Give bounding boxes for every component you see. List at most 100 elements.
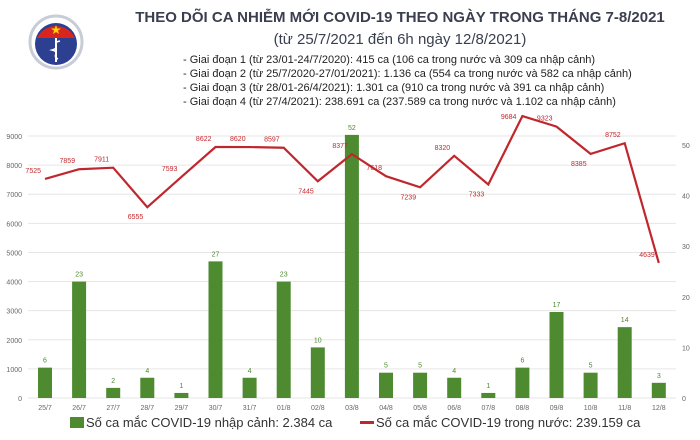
legend-domestic-label: Số ca mắc COVID-19 trong nước: 239.159 c…	[376, 415, 641, 430]
line-value-label: 7333	[469, 192, 485, 199]
bar-value-label: 3	[657, 373, 661, 380]
x-tick-label: 28/7	[140, 405, 154, 412]
bar	[413, 372, 428, 398]
bar	[72, 281, 87, 398]
left-tick-label: 4000	[6, 280, 22, 287]
bar	[481, 392, 496, 398]
right-tick-label: 0	[682, 396, 686, 403]
line-value-label: 8622	[196, 136, 212, 143]
line-value-label: 8385	[571, 161, 587, 168]
x-tick-label: 12/8	[652, 405, 666, 412]
x-tick-label: 07/8	[481, 405, 495, 412]
x-tick-label: 03/8	[345, 405, 359, 412]
chart-subtitle: (từ 25/7/2021 đến 6h ngày 12/8/2021)	[273, 31, 527, 48]
bar	[276, 281, 291, 398]
bar-value-label: 17	[553, 302, 561, 309]
bar	[310, 347, 325, 398]
left-tick-label: 3000	[6, 309, 22, 316]
x-tick-label: 10/8	[584, 405, 598, 412]
bar-value-label: 5	[589, 363, 593, 370]
left-tick-label: 0	[18, 396, 22, 403]
x-tick-label: 26/7	[72, 405, 86, 412]
left-tick-label: 6000	[6, 221, 22, 228]
right-tick-label: 50	[682, 143, 690, 150]
line-value-label: 8597	[264, 137, 280, 144]
bar-value-label: 10	[314, 337, 322, 344]
stage-4-summary: - Giai đoạn 4 (từ 27/4/2021): 238.691 ca…	[183, 96, 616, 108]
x-tick-label: 29/7	[175, 405, 189, 412]
line-value-label: 8320	[435, 145, 451, 152]
left-tick-label: 8000	[6, 163, 22, 170]
stage-3-summary: - Giai đoạn 3 (từ 28/01-26/4/2021): 1.30…	[183, 82, 605, 94]
x-tick-label: 05/8	[413, 405, 427, 412]
x-tick-label: 01/8	[277, 405, 291, 412]
bar-value-label: 4	[248, 368, 252, 375]
x-tick-label: 31/7	[243, 405, 257, 412]
legend-bar-swatch	[70, 417, 84, 428]
bar-value-label: 2	[111, 378, 115, 385]
x-tick-label: 30/7	[209, 405, 223, 412]
line-value-label: 6555	[128, 214, 144, 221]
domestic-cases-line	[44, 114, 660, 264]
bar-value-label: 52	[348, 125, 356, 132]
x-tick-label: 27/7	[106, 405, 120, 412]
bar	[447, 377, 462, 398]
bar	[515, 367, 530, 398]
legend-imported-label: Số ca mắc COVID-19 nhập cảnh: 2.384 ca	[86, 415, 333, 430]
line-value-label: 7859	[60, 158, 76, 165]
line-value-label: 7911	[94, 157, 109, 164]
bar-value-label: 1	[486, 383, 490, 390]
legend-domestic: Số ca mắc COVID-19 trong nước: 239.159 c…	[360, 415, 640, 430]
bar-value-label: 1	[179, 383, 183, 390]
line-value-label: 7618	[366, 165, 382, 172]
x-tick-label: 08/8	[516, 405, 530, 412]
line-value-label: 8377	[332, 143, 348, 150]
x-tick-label: 25/7	[38, 405, 52, 412]
logo	[28, 14, 84, 70]
right-tick-label: 30	[682, 244, 690, 251]
x-tick-label: 09/8	[550, 405, 564, 412]
line-value-label: 9323	[537, 116, 553, 123]
line-value-label: 8752	[605, 132, 621, 139]
left-tick-label: 2000	[6, 338, 22, 345]
line-value-label: 7593	[162, 166, 178, 173]
bar	[208, 261, 223, 398]
line-value-label: 7525	[25, 168, 41, 175]
bar-value-label: 27	[212, 251, 220, 258]
x-tick-label: 06/8	[447, 405, 461, 412]
bar	[344, 134, 359, 398]
bar-value-label: 5	[418, 363, 422, 370]
stage-1-summary: - Giai đoạn 1 (từ 23/01-24/7/2020): 415 …	[183, 54, 596, 66]
legend-imported: Số ca mắc COVID-19 nhập cảnh: 2.384 ca	[70, 415, 332, 430]
stage-2-summary: - Giai đoạn 2 (từ 25/7/2020-27/01/2021):…	[183, 68, 632, 80]
left-tick-label: 1000	[6, 367, 22, 374]
left-tick-label: 5000	[6, 250, 22, 257]
x-tick-label: 11/8	[618, 405, 631, 412]
bar	[242, 377, 257, 398]
bar	[617, 327, 632, 398]
legend-line-swatch	[360, 421, 374, 424]
line-value-label: 7445	[298, 188, 314, 195]
bar-value-label: 6	[520, 358, 524, 365]
bar	[174, 392, 189, 398]
bar-value-label: 4	[452, 368, 456, 375]
bar	[379, 372, 393, 398]
bar	[651, 382, 666, 398]
left-tick-label: 7000	[6, 192, 22, 199]
x-tick-label: 04/8	[379, 405, 393, 412]
bar-value-label: 4	[145, 368, 149, 375]
line-value-label: 9684	[501, 114, 517, 121]
bar	[583, 372, 598, 398]
bar-value-label: 14	[621, 317, 629, 324]
bar-value-label: 23	[280, 272, 288, 279]
right-tick-label: 40	[682, 194, 690, 201]
right-tick-label: 10	[682, 345, 690, 352]
x-tick-label: 02/8	[311, 405, 325, 412]
bar-value-label: 6	[43, 358, 47, 365]
line-value-label: 8620	[230, 136, 246, 143]
bar	[38, 367, 52, 398]
left-tick-label: 9000	[6, 134, 22, 141]
chart-title: THEO DÕI CA NHIỄM MỚI COVID-19 THEO NGÀY…	[135, 9, 665, 26]
right-tick-label: 20	[682, 295, 690, 302]
